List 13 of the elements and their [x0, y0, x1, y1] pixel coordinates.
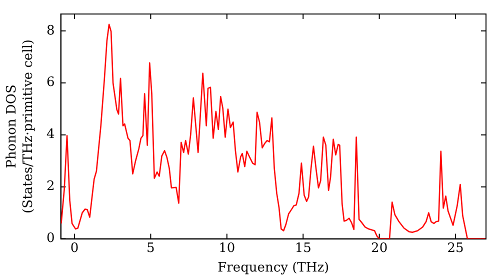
y-axis-title: Phonon DOS (States/THz·primitive cell) [4, 39, 36, 214]
y-tick-label: 6 [46, 75, 55, 90]
y-tick-label: 0 [46, 231, 55, 246]
x-tick-label: 10 [218, 240, 236, 256]
y-tick-label: 8 [46, 23, 55, 38]
y-tick-label: 4 [46, 127, 55, 142]
x-axis-title: Frequency (THz) [218, 260, 330, 276]
x-tick-label: 0 [70, 240, 79, 256]
x-tick-label: 20 [371, 240, 388, 256]
y-tick-label: 2 [46, 179, 55, 194]
x-tick-label: 15 [294, 240, 312, 256]
x-tick-label: 25 [447, 240, 464, 256]
x-tick-label: 5 [146, 240, 155, 256]
